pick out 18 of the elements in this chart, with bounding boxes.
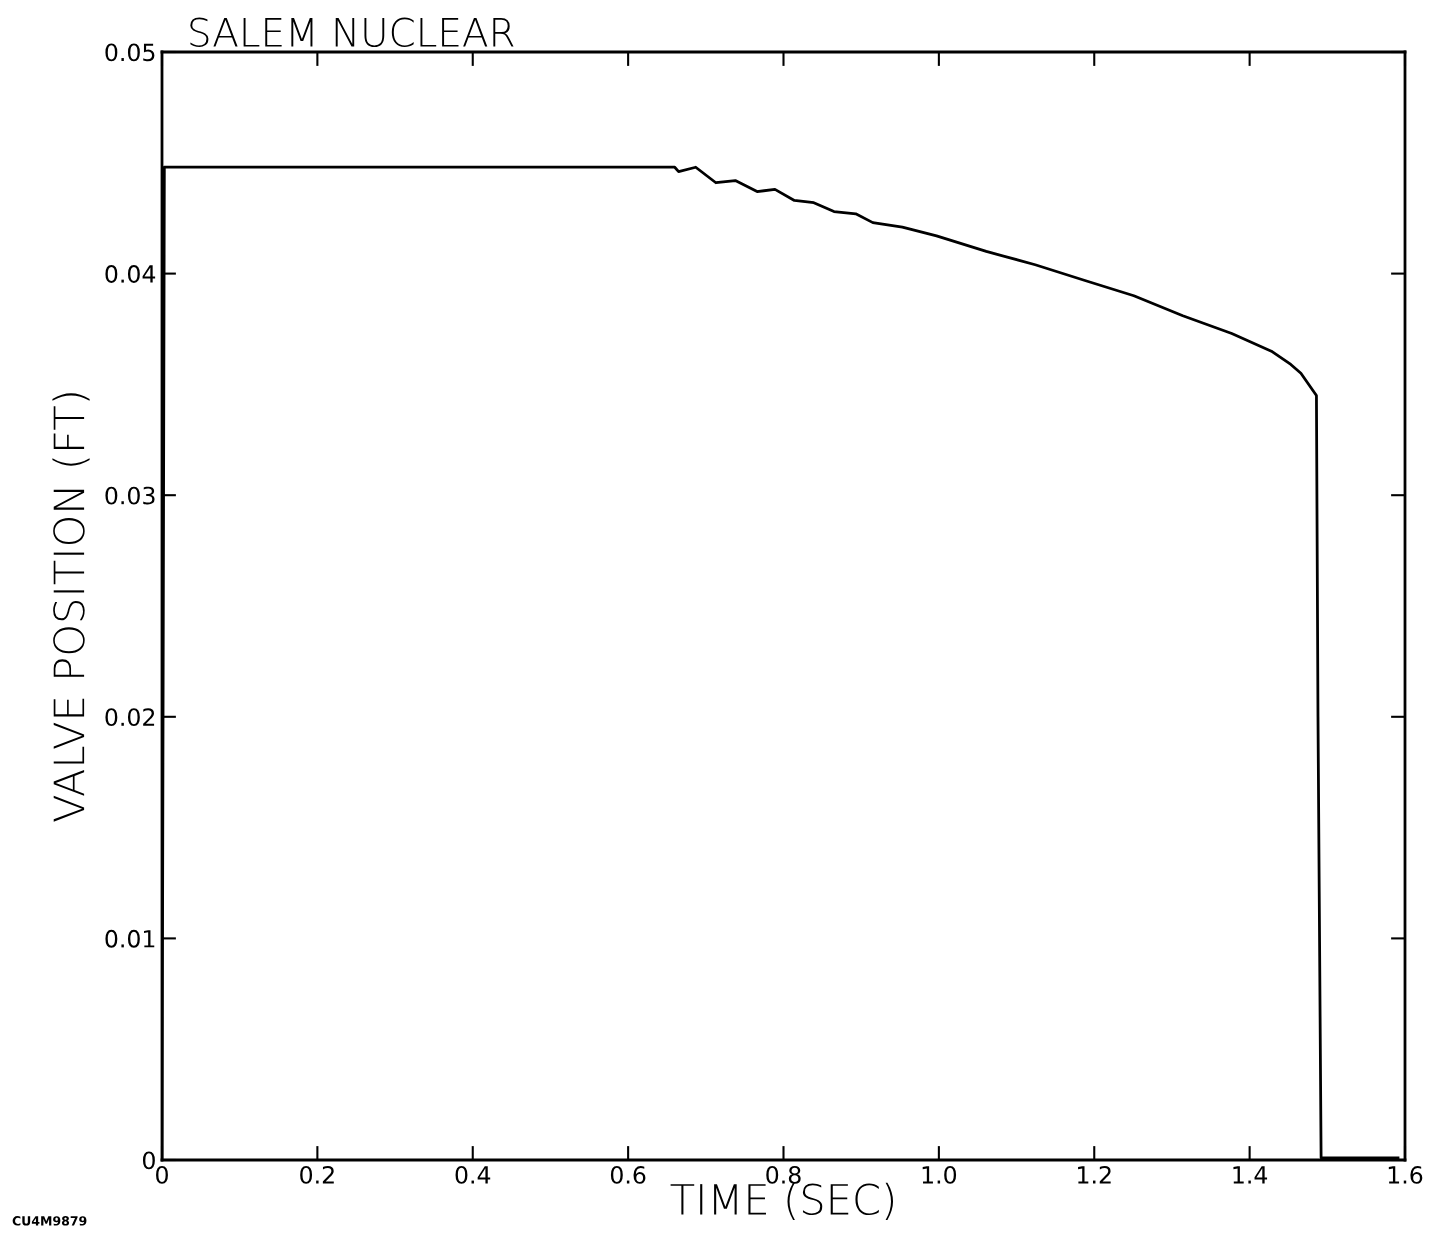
x-tick-label: 0 xyxy=(156,1165,168,1184)
chart-title: SALEM NUCLEAR xyxy=(190,17,514,47)
x-tick-label: 1.2 xyxy=(1078,1165,1111,1184)
x-tick-label: 0.6 xyxy=(610,1165,646,1184)
x-tick-label: 1.4 xyxy=(1233,1166,1268,1184)
x-tick-label: 0.8 xyxy=(766,1165,801,1184)
text: CU4M9879 xyxy=(12,1216,87,1226)
y-tick-label: 0.04 xyxy=(105,265,156,283)
y-tick-label: 0.02 xyxy=(105,708,155,727)
y-tick-label: 0.03 xyxy=(105,486,155,505)
x-tick-label: 1.6 xyxy=(1388,1165,1423,1184)
y-tick-label: 0 xyxy=(142,1151,155,1170)
x-tick-label: 0.2 xyxy=(300,1165,334,1184)
y-tick-label: 0.01 xyxy=(105,929,155,948)
x-tick-label: 1.0 xyxy=(922,1165,957,1184)
y-axis-title: VALVE POSITION (FT) xyxy=(52,393,90,822)
x-tick-label: 0.4 xyxy=(455,1165,491,1184)
y-tick-label: 0.05 xyxy=(105,43,155,62)
